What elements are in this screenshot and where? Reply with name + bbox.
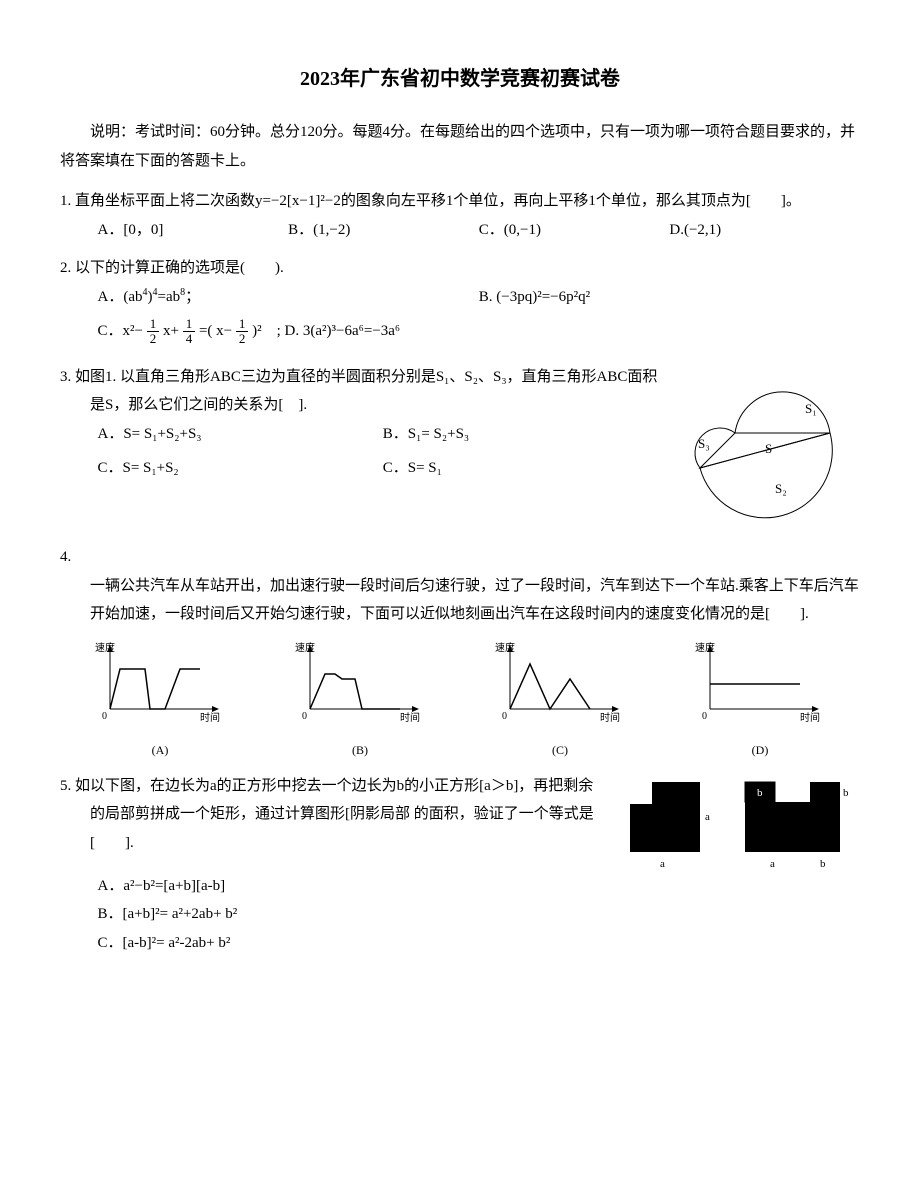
q2-opt-c: C．x²− 12 x+ 14 =( x− 12 )² ; D. 3(a²)³−6… <box>98 317 861 347</box>
q1-opt-b: B．(1,−2) <box>288 216 479 245</box>
q3-diagram: S₁ S₂ S₃ S <box>680 363 860 534</box>
instructions: 说明：考试时间：60分钟。总分120分。每题4分。在每题给出的四个选项中，只有一… <box>60 118 860 175</box>
q5-opt-b: B．[a+b]²= a²+2ab+ b² <box>98 900 861 929</box>
q3-opt-a: A．S= S₁+S₂+S₃ <box>98 420 383 449</box>
q1-opt-a: A．[0，0] <box>98 216 289 245</box>
q5-opt-c: C．[a-b]²= a²-2ab+ b² <box>98 929 861 958</box>
svg-text:0: 0 <box>702 711 707 722</box>
q4-graphs: 速度 时间 0 (A) 速度 时间 0 (B) <box>60 639 860 762</box>
q4-num: 4. <box>60 543 860 572</box>
q3-opt-d: C．S= S₁ <box>383 454 668 483</box>
q4-label-b: (B) <box>290 739 430 762</box>
svg-text:S₂: S₂ <box>775 481 787 496</box>
question-1: 1. 直角坐标平面上将二次函数y=−2[x−1]²−2的图象向左平移1个单位，再… <box>60 187 860 244</box>
question-2: 2. 以下的计算正确的选项是( ). A．(ab4)4=ab8； B. (−3p… <box>60 254 860 353</box>
svg-text:0: 0 <box>502 711 507 722</box>
question-5: a a b b a b 5. 如以下图，在边长为a的正方形中挖去一个边长为b的小… <box>60 772 860 958</box>
svg-text:S: S <box>765 441 772 456</box>
q3-opt-b: B．S₁= S₂+S₃ <box>383 420 668 449</box>
q2-text: 2. 以下的计算正确的选项是( ). <box>60 254 860 283</box>
q1-opt-c: C．(0,−1) <box>479 216 670 245</box>
q1-text: 1. 直角坐标平面上将二次函数y=−2[x−1]²−2的图象向左平移1个单位，再… <box>60 187 860 216</box>
q4-label-c: (C) <box>490 739 630 762</box>
svg-text:速度: 速度 <box>295 641 315 654</box>
svg-text:速度: 速度 <box>695 641 715 654</box>
question-4: 4. 一辆公共汽车从车站开出，加出速行驶一段时间后匀速行驶，过了一段时间，汽车到… <box>60 543 860 762</box>
svg-text:a: a <box>660 858 665 870</box>
svg-text:b: b <box>820 858 826 870</box>
page-title: 2023年广东省初中数学竞赛初赛试卷 <box>60 60 860 98</box>
q1-opt-d: D.(−2,1) <box>669 216 860 245</box>
svg-text:时间: 时间 <box>600 711 620 724</box>
q4-graph-c: 速度 时间 0 (C) <box>490 639 630 762</box>
q5-diagram: a a b b a b <box>620 772 860 872</box>
q2-opt-b: B. (−3pq)²=−6p²q² <box>479 283 860 312</box>
q4-text: 一辆公共汽车从车站开出，加出速行驶一段时间后匀速行驶，过了一段时间，汽车到达下一… <box>60 572 860 629</box>
svg-text:时间: 时间 <box>200 711 220 724</box>
q5-opt-a: A．a²−b²=[a+b][a-b] <box>98 872 861 901</box>
q3-opt-c: C．S= S₁+S₂ <box>98 454 383 483</box>
q4-label-a: (A) <box>90 739 230 762</box>
svg-text:S₃: S₃ <box>698 436 710 451</box>
question-3: S₁ S₂ S₃ S 3. 如图1. 以直角三角形ABC三边为直径的半圆面积分别… <box>60 363 860 534</box>
svg-text:速度: 速度 <box>495 641 515 654</box>
q4-label-d: (D) <box>690 739 830 762</box>
svg-text:b: b <box>843 787 849 799</box>
svg-text:a: a <box>705 811 710 823</box>
svg-text:a: a <box>770 858 775 870</box>
q4-graph-d: 速度 时间 0 (D) <box>690 639 830 762</box>
q4-graph-a: 速度 时间 0 (A) <box>90 639 230 762</box>
svg-text:b: b <box>757 787 763 799</box>
svg-text:速度: 速度 <box>95 641 115 654</box>
svg-text:0: 0 <box>102 711 107 722</box>
svg-text:0: 0 <box>302 711 307 722</box>
q4-graph-b: 速度 时间 0 (B) <box>290 639 430 762</box>
svg-text:时间: 时间 <box>800 711 820 724</box>
svg-text:S₁: S₁ <box>805 401 817 416</box>
svg-text:时间: 时间 <box>400 711 420 724</box>
q2-opt-a: A．(ab4)4=ab8； <box>98 283 479 312</box>
